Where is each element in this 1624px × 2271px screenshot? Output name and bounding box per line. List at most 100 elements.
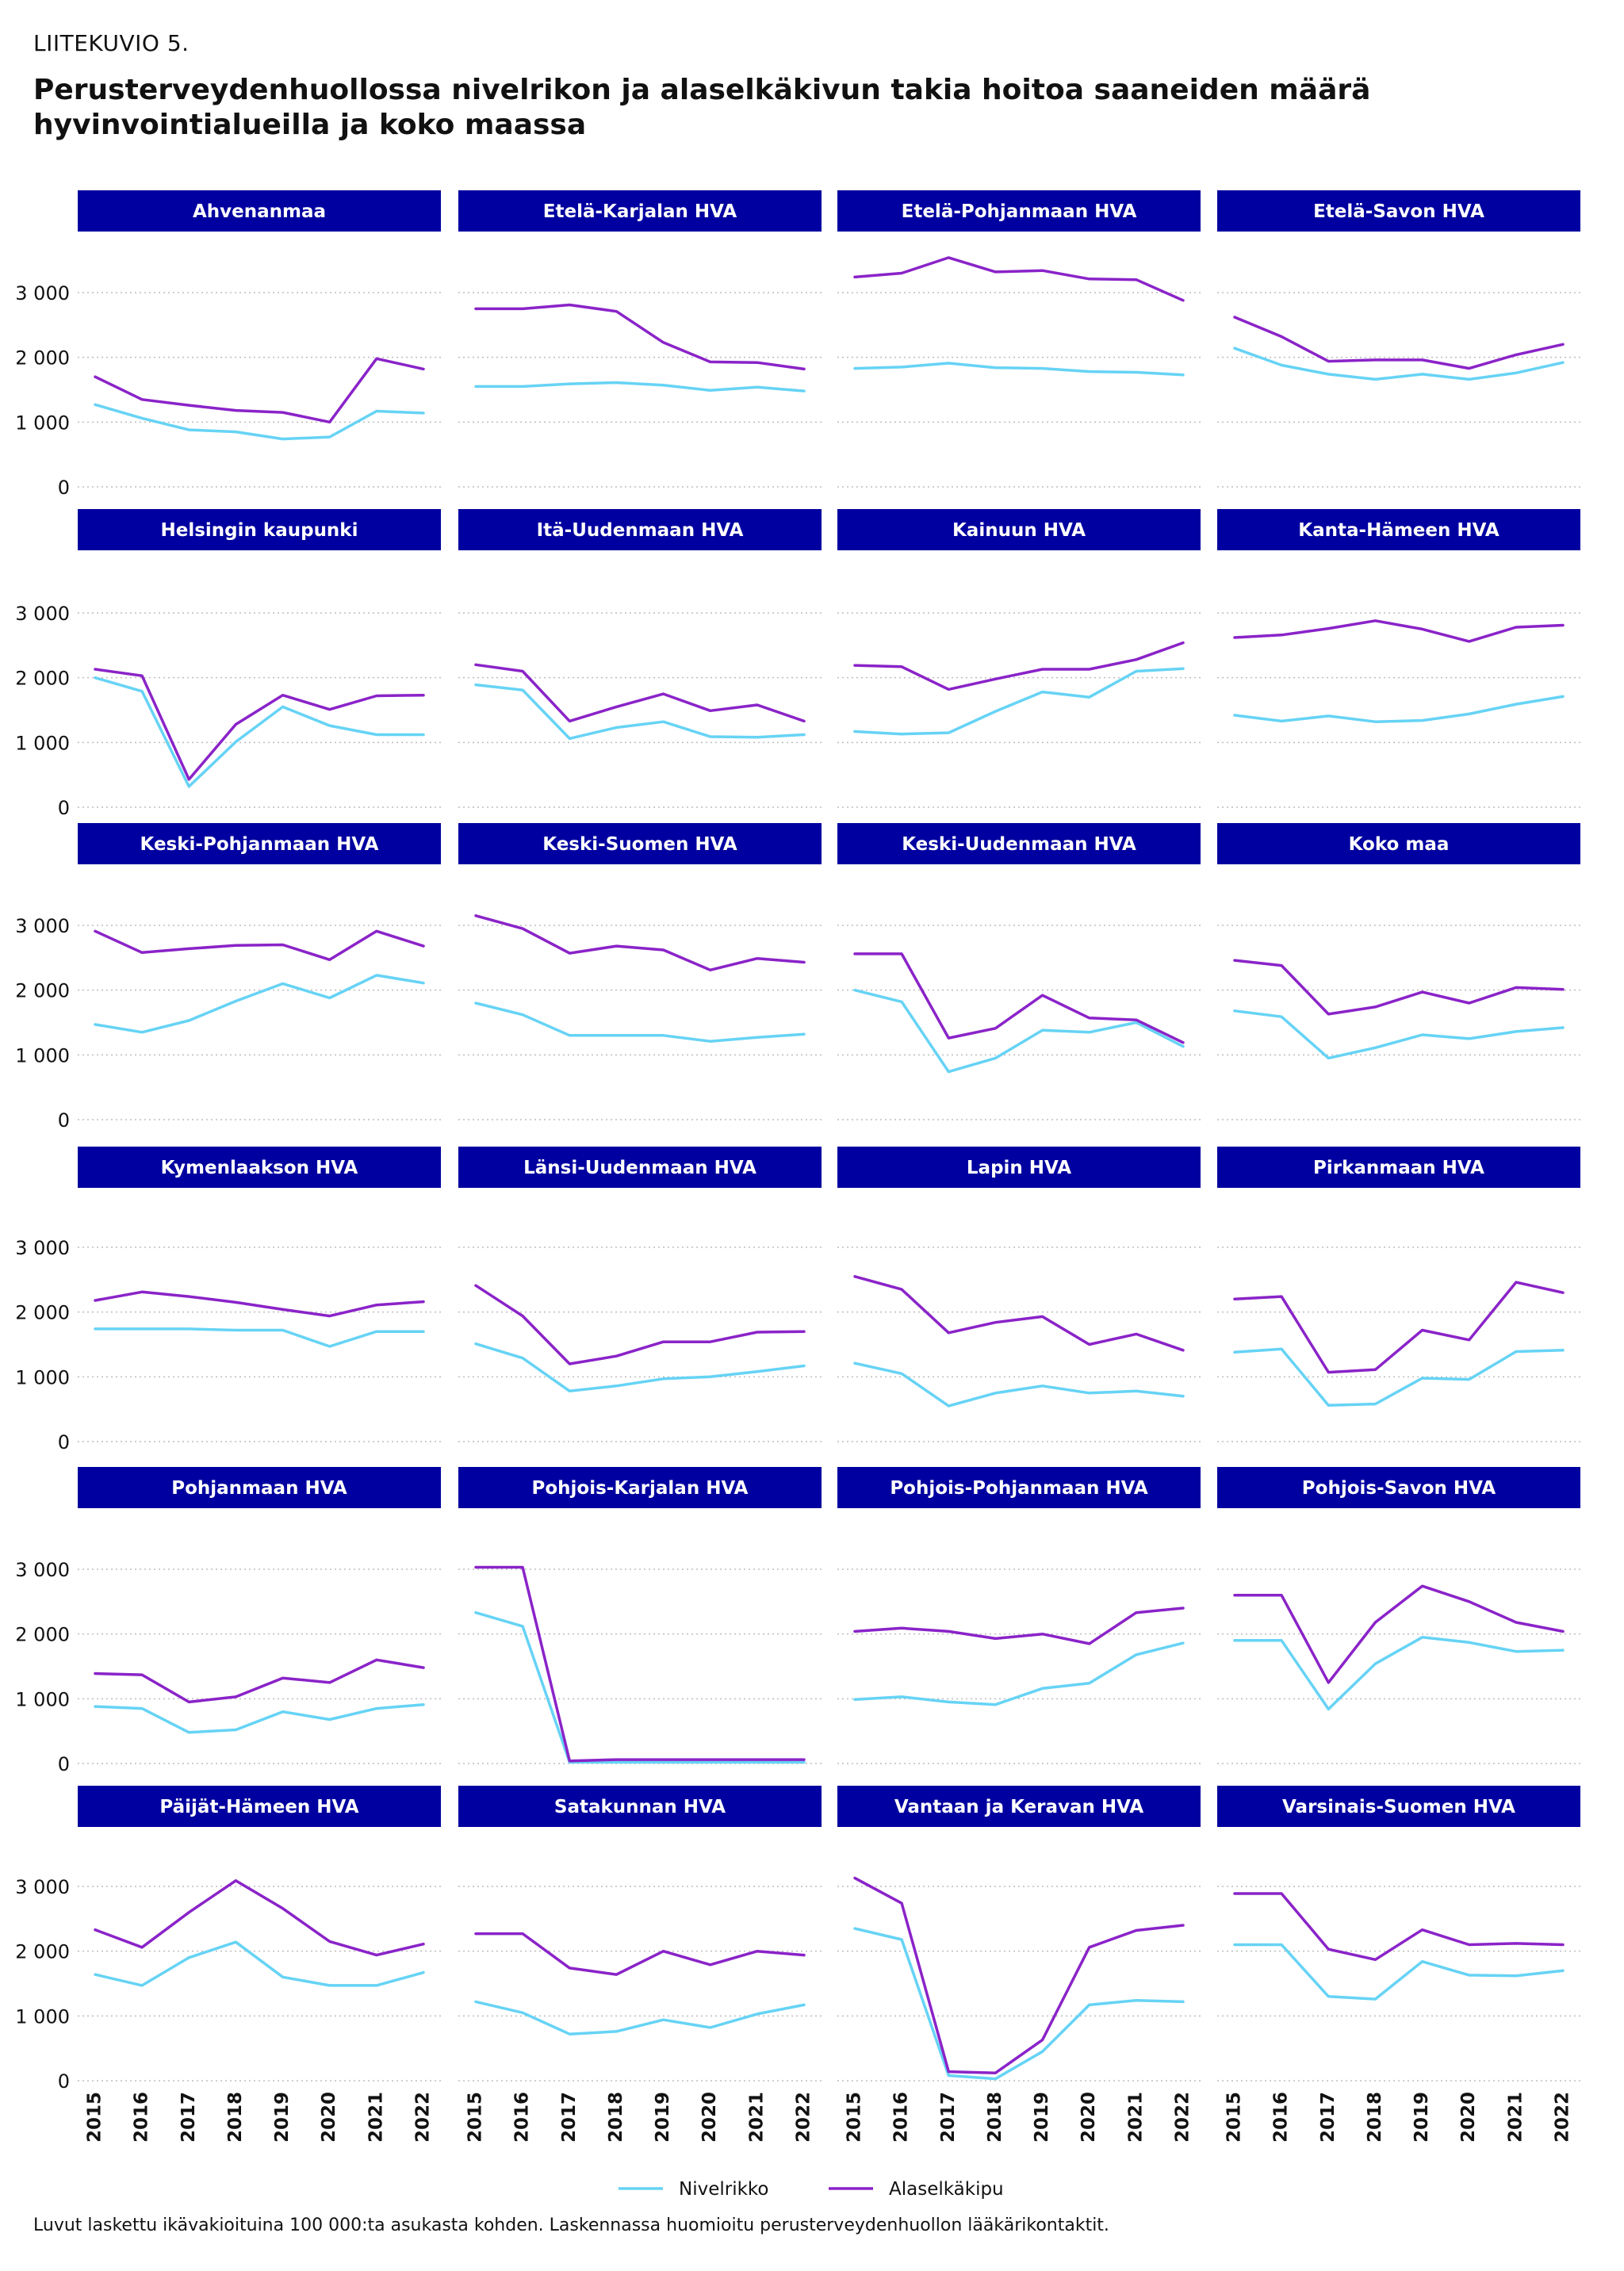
- panel-title: Kymenlaakson HVA: [161, 1158, 358, 1178]
- x-tick-label: 2021: [1125, 2092, 1146, 2143]
- y-tick-label: 0: [58, 1109, 70, 1132]
- panel-header: [837, 1147, 1201, 1188]
- x-tick-label: 2022: [413, 2092, 434, 2143]
- panel-title: Helsingin kaupunki: [161, 520, 358, 541]
- series-line-nivelrikko: [1233, 1636, 1565, 1711]
- series-line-alaselkakipu: [474, 1284, 806, 1365]
- panel-header: [837, 1467, 1201, 1508]
- y-tick-label: 1 000: [15, 732, 70, 754]
- panel-header: [1217, 509, 1580, 550]
- series-line-nivelrikko: [94, 974, 425, 1034]
- series-line-nivelrikko: [474, 683, 806, 741]
- series-line-nivelrikko: [1233, 1347, 1565, 1407]
- x-tick-label: 2015: [85, 2092, 105, 2143]
- series-line-alaselkakipu: [94, 668, 425, 781]
- series-line-alaselkakipu: [1233, 316, 1565, 370]
- series-line-nivelrikko: [853, 667, 1185, 736]
- y-tick-label: 0: [58, 1753, 70, 1775]
- panel-title: Pirkanmaan HVA: [1313, 1158, 1484, 1178]
- series-line-nivelrikko: [474, 1610, 806, 1764]
- footer-note: Luvut laskettu ikävakioituina 100 000:ta…: [33, 2215, 1109, 2235]
- panel-title: Etelä-Pohjanmaan HVA: [902, 201, 1137, 222]
- x-tick-label: 2016: [512, 2092, 533, 2143]
- panel-header: [1217, 1786, 1580, 1827]
- series-line-nivelrikko: [853, 1361, 1185, 1407]
- x-tick-label: 2021: [1505, 2092, 1526, 2143]
- panel-header: [458, 1467, 822, 1508]
- y-tick-label: 3 000: [15, 915, 70, 937]
- series-line-alaselkakipu: [853, 952, 1185, 1044]
- series-line-alaselkakipu: [1233, 1281, 1565, 1374]
- panel-title: Kainuun HVA: [952, 520, 1086, 541]
- x-tick-label: 2018: [985, 2092, 1005, 2143]
- x-tick-label: 2017: [559, 2092, 580, 2143]
- panel-title: Etelä-Savon HVA: [1313, 201, 1484, 222]
- series-line-nivelrikko: [474, 1342, 806, 1393]
- panel-title: Pohjois-Pohjanmaan HVA: [890, 1478, 1148, 1499]
- panel-header: [78, 1467, 441, 1508]
- legend-label: Alaselkäkipu: [889, 2179, 1004, 2200]
- panel-header: [78, 823, 441, 864]
- panel-header: [837, 823, 1201, 864]
- panel-header: [78, 190, 441, 232]
- series-line-nivelrikko: [1233, 1943, 1565, 2001]
- x-tick-label: 2016: [132, 2092, 152, 2143]
- series-line-nivelrikko: [474, 1001, 806, 1043]
- figure-label: LIITEKUVIO 5.: [33, 30, 190, 56]
- panel-header: [1217, 1467, 1580, 1508]
- panel-header: [458, 1147, 822, 1188]
- y-tick-label: 0: [58, 477, 70, 499]
- y-tick-label: 3 000: [15, 1876, 70, 1898]
- y-tick-label: 1 000: [15, 1366, 70, 1388]
- x-tick-label: 2020: [1078, 2092, 1099, 2143]
- series-line-nivelrikko: [94, 1702, 425, 1734]
- panel-title: Koko maa: [1349, 834, 1450, 855]
- series-line-alaselkakipu: [1233, 1584, 1565, 1684]
- x-tick-label: 2022: [1553, 2092, 1573, 2143]
- series-line-alaselkakipu: [853, 1607, 1185, 1645]
- y-tick-label: 1 000: [15, 1044, 70, 1067]
- series-line-nivelrikko: [474, 2000, 806, 2035]
- panel-title: Keski-Uudenmaan HVA: [902, 834, 1136, 855]
- x-tick-label: 2017: [938, 2092, 959, 2143]
- series-line-nivelrikko: [853, 1641, 1185, 1706]
- panel-title: Vantaan ja Keravan HVA: [894, 1797, 1144, 1817]
- x-tick-label: 2016: [1271, 2092, 1292, 2143]
- series-line-alaselkakipu: [474, 1565, 806, 1763]
- panel-header: [458, 190, 822, 232]
- panel-title: Pohjanmaan HVA: [171, 1478, 347, 1499]
- panel-title: Keski-Pohjanmaan HVA: [140, 834, 379, 855]
- panel-title: Etelä-Karjalan HVA: [543, 201, 737, 222]
- x-tick-label: 2015: [465, 2092, 486, 2143]
- series-line-alaselkakipu: [94, 929, 425, 962]
- series-line-alaselkakipu: [474, 914, 806, 972]
- series-line-alaselkakipu: [94, 1658, 425, 1704]
- y-tick-label: 3 000: [15, 282, 70, 304]
- x-tick-label: 2019: [272, 2092, 293, 2143]
- series-line-alaselkakipu: [474, 1932, 806, 1976]
- x-tick-label: 2022: [1173, 2092, 1193, 2143]
- y-tick-label: 2 000: [15, 1941, 70, 1963]
- panel-header: [78, 1786, 441, 1827]
- x-tick-label: 2016: [891, 2092, 912, 2143]
- panel-header: [1217, 1147, 1580, 1188]
- x-tick-label: 2019: [1411, 2092, 1432, 2143]
- x-tick-label: 2019: [653, 2092, 673, 2143]
- y-tick-label: 0: [58, 1431, 70, 1453]
- panel-header: [837, 190, 1201, 232]
- y-tick-label: 0: [58, 797, 70, 819]
- y-tick-label: 0: [58, 2070, 70, 2093]
- series-line-alaselkakipu: [853, 641, 1185, 691]
- series-line-nivelrikko: [1233, 695, 1565, 723]
- x-tick-label: 2019: [1032, 2092, 1052, 2143]
- series-line-alaselkakipu: [474, 663, 806, 723]
- panel-header: [458, 823, 822, 864]
- panel-title: Päijät-Hämeen HVA: [159, 1797, 358, 1817]
- y-tick-label: 1 000: [15, 2005, 70, 2028]
- x-tick-label: 2018: [606, 2092, 626, 2143]
- panel-title: Varsinais-Suomen HVA: [1282, 1797, 1515, 1817]
- series-line-alaselkakipu: [474, 303, 806, 371]
- panel-title: Itä-Uudenmaan HVA: [537, 520, 744, 541]
- x-tick-label: 2015: [845, 2092, 865, 2143]
- x-tick-label: 2020: [1458, 2092, 1479, 2143]
